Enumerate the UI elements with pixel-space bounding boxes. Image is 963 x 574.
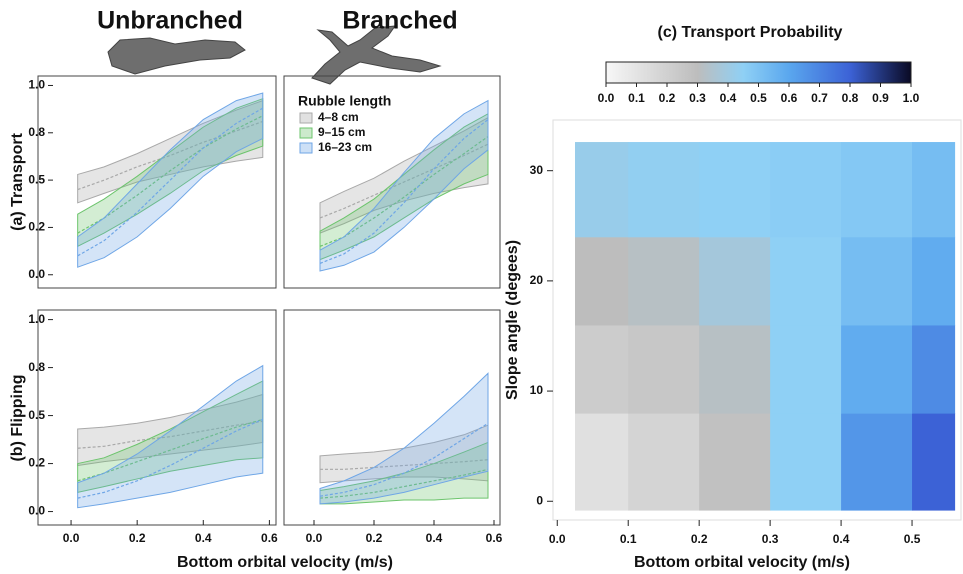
colorbar-tick-label: 0.3 (689, 91, 706, 105)
heat-cell (699, 142, 770, 237)
y-tick-label: 1.0 (28, 312, 45, 326)
colorbar-tick-label: 0.7 (811, 91, 828, 105)
x-tick-label: 0.2 (129, 531, 146, 545)
heat-cell (912, 325, 955, 414)
y-tick-label: 0.5 (28, 172, 45, 186)
x-tick-label: 0.0 (549, 532, 566, 546)
heat-cell (628, 413, 699, 510)
colorbar-tick-label: 0.0 (598, 91, 615, 105)
legend-swatch (300, 128, 312, 138)
x-axis-label: Bottom orbital velocity (m/s) (177, 554, 393, 571)
colorbar-tick-label: 0.5 (750, 91, 767, 105)
x-tick-label: 0.4 (195, 531, 212, 545)
y-tick-label: 0.5 (28, 408, 45, 422)
branched-rubble (312, 26, 440, 84)
heat-cell (841, 325, 912, 414)
x-tick-label: 0.0 (63, 531, 80, 545)
colorbar-tick-label: 0.2 (659, 91, 676, 105)
heat-cell (912, 237, 955, 326)
colorbar-tick-label: 1.0 (903, 91, 920, 105)
y-axis-label: Slope angle (degees) (504, 240, 521, 400)
colorbar-tick-label: 0.9 (872, 91, 889, 105)
heat-cell (699, 413, 770, 510)
x-axis-label: Bottom orbital velocity (m/s) (634, 554, 850, 571)
y-tick-label: 0.8 (28, 360, 45, 374)
colorbar (606, 62, 911, 83)
column-title: Unbranched (97, 7, 243, 35)
y-tick-label: 0.2 (28, 456, 45, 470)
heat-cell (575, 237, 629, 326)
legend-label: 16–23 cm (318, 140, 372, 154)
heat-cell (841, 237, 912, 326)
row-label: (b) Flipping (9, 374, 26, 461)
heat-cell (770, 237, 841, 326)
heat-cell (628, 325, 699, 414)
heat-cell (575, 413, 629, 510)
x-tick-label: 0.2 (691, 532, 708, 546)
colorbar-tick-label: 0.8 (842, 91, 859, 105)
colorbar-tick-label: 0.4 (720, 91, 737, 105)
y-tick-label: 1.0 (28, 78, 45, 92)
x-tick-label: 0.2 (366, 531, 383, 545)
heat-cell (912, 413, 955, 510)
chart-title: (c) Transport Probability (658, 24, 843, 41)
heat-cell (628, 237, 699, 326)
x-tick-label: 0.4 (426, 531, 443, 545)
row-label: (a) Transport (9, 132, 26, 230)
y-tick-label: 30 (530, 163, 544, 177)
heat-cell (841, 413, 912, 510)
heat-cell (628, 142, 699, 237)
x-tick-label: 0.6 (486, 531, 503, 545)
y-tick-label: 0 (536, 493, 543, 507)
x-tick-label: 0.0 (306, 531, 323, 545)
unbranched-rubble (108, 38, 245, 74)
x-tick-label: 0.5 (904, 532, 921, 546)
y-tick-label: 0.0 (28, 504, 45, 518)
heat-cell (770, 413, 841, 510)
legend-label: 4–8 cm (318, 110, 359, 124)
heat-cell (770, 325, 841, 414)
heat-cell (912, 142, 955, 237)
y-tick-label: 0.0 (28, 267, 45, 281)
legend-swatch (300, 113, 312, 123)
column-title: Branched (342, 7, 457, 35)
colorbar-tick-label: 0.6 (781, 91, 798, 105)
y-tick-label: 20 (530, 273, 544, 287)
legend-swatch (300, 143, 312, 153)
y-tick-label: 0.2 (28, 220, 45, 234)
heat-cell (841, 142, 912, 237)
x-tick-label: 0.1 (620, 532, 637, 546)
y-tick-label: 10 (530, 383, 544, 397)
colorbar-tick-label: 0.1 (628, 91, 645, 105)
heat-cell (770, 142, 841, 237)
heat-cell (699, 325, 770, 414)
x-tick-label: 0.3 (762, 532, 779, 546)
y-tick-label: 0.8 (28, 125, 45, 139)
legend-title: Rubble length (298, 93, 391, 109)
x-tick-label: 0.4 (833, 532, 850, 546)
legend-label: 9–15 cm (318, 125, 365, 139)
x-tick-label: 0.6 (261, 531, 278, 545)
heat-cell (699, 237, 770, 326)
heat-cell (575, 142, 629, 237)
heat-cell (575, 325, 629, 414)
